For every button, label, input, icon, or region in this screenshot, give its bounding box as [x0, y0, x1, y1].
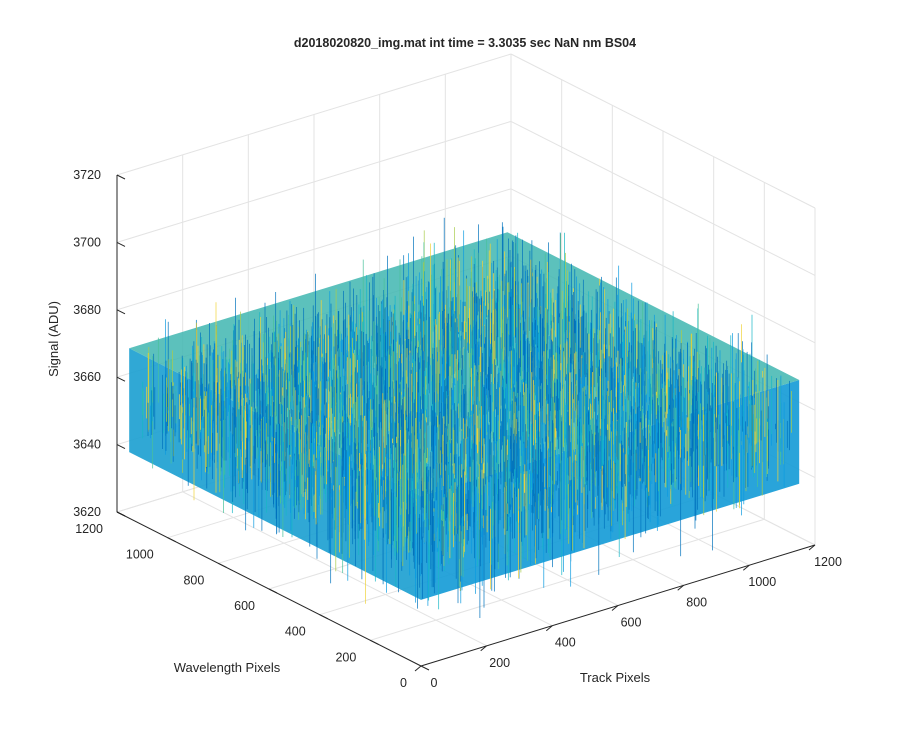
- y-tick-label: 1200: [75, 522, 103, 536]
- x-tick-label: 0: [431, 676, 438, 690]
- y-tick-label: 1000: [126, 548, 154, 562]
- y-tick-label: 800: [183, 573, 204, 587]
- z-tick-label: 3660: [73, 370, 101, 384]
- y-tick-label: 200: [335, 650, 356, 664]
- z-tick-mark: [116, 444, 126, 450]
- x-tick-label: 400: [555, 636, 576, 650]
- x-tick-mark: [414, 665, 422, 672]
- z-tick-mark: [116, 309, 126, 315]
- y-tick-label: 600: [234, 599, 255, 613]
- x-tick-mark: [677, 584, 685, 591]
- z-tick-label: 3680: [73, 303, 101, 317]
- x-tick-mark: [545, 625, 553, 632]
- z-tick-mark: [116, 241, 126, 247]
- grid-line: [116, 188, 512, 311]
- z-tick-label: 3620: [73, 505, 101, 519]
- grid-line: [370, 518, 765, 641]
- y-tick-mark: [167, 537, 176, 543]
- grid-line: [510, 53, 816, 209]
- grid-line: [116, 53, 512, 176]
- z-axis-label: Signal (ADU): [46, 301, 61, 377]
- z-tick-mark: [116, 511, 126, 517]
- chart-title: d2018020820_img.mat int time = 3.3035 se…: [294, 36, 636, 50]
- y-tick-mark: [319, 614, 328, 620]
- y-tick-label: 0: [400, 676, 407, 690]
- y-tick-mark: [420, 665, 430, 671]
- x-tick-mark: [742, 564, 750, 571]
- grid-line: [510, 120, 816, 276]
- x-tick-mark: [808, 544, 816, 551]
- grid-line: [510, 188, 816, 344]
- x-tick-mark: [480, 645, 488, 652]
- z-tick-mark: [116, 376, 126, 382]
- y-axis-label: Wavelength Pixels: [174, 660, 281, 675]
- y-tick-mark: [268, 588, 278, 594]
- z-tick-label: 3640: [73, 438, 101, 452]
- x-axis-label: Track Pixels: [580, 670, 651, 685]
- z-tick-mark: [116, 174, 126, 180]
- x-tick-label: 1200: [814, 555, 842, 569]
- grid-line: [116, 120, 512, 243]
- z-tick-label: 3700: [73, 235, 101, 249]
- x-tick-label: 200: [489, 656, 510, 670]
- x-tick-label: 600: [621, 616, 642, 630]
- surface-mesh: [129, 217, 800, 618]
- tick-labels: 0 200 400 600 800 1000 1200 0 200 400 600 800 1000 12…: [73, 168, 842, 690]
- x-tick-mark: [611, 605, 619, 611]
- y-tick-mark: [218, 562, 227, 568]
- y-tick-label: 400: [285, 625, 306, 639]
- x-tick-label: 800: [686, 595, 707, 609]
- z-tick-label: 3720: [73, 168, 101, 182]
- x-tick-label: 1000: [748, 575, 776, 589]
- y-tick-mark: [370, 639, 379, 645]
